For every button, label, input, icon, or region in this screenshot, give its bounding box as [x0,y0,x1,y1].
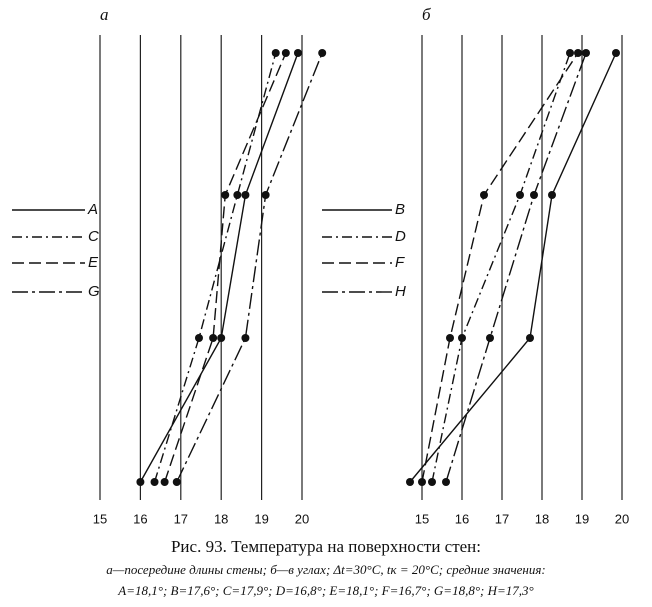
series-line [163,52,287,483]
caption-title: Рис. 93. Температура на поверхности стен… [171,537,481,556]
data-point [486,334,494,342]
data-point [233,191,242,199]
x-tick-label: 18 [535,511,549,526]
data-point [241,334,250,342]
data-point [526,334,534,342]
x-tick-label: 19 [575,511,589,526]
panel-title: а [100,5,109,24]
data-point [548,191,556,199]
x-tick-label: 19 [254,511,268,526]
data-point [574,49,582,57]
data-point [480,191,488,199]
data-point [406,478,414,486]
caption-line: A=18,1°; B=17,6°; C=17,9°; D=16,8°; E=18… [117,583,533,598]
x-tick-label: 17 [495,511,509,526]
series-line [431,52,571,483]
data-point [261,191,270,199]
x-tick-label: 18 [214,511,228,526]
data-point [194,334,203,342]
data-point [318,49,327,57]
data-point [418,478,426,486]
data-point [582,49,590,57]
series-line [421,52,579,483]
data-point [530,191,538,199]
x-tick-label: 15 [415,511,429,526]
series-line [153,52,277,483]
legend-label: G [88,283,100,300]
series-line [176,52,323,483]
legend-label: B [395,201,405,218]
x-tick-label: 16 [455,511,469,526]
x-tick-label: 15 [93,511,107,526]
data-point [160,478,169,486]
x-tick-label: 20 [615,511,629,526]
legend-label: C [88,228,99,245]
data-point [458,334,466,342]
legend-label: A [87,201,98,218]
data-point [293,49,302,57]
caption-line: а—посередине длины стены; б—в углах; Δt=… [106,562,545,577]
legend-label: H [395,283,406,300]
panel-title: б [422,5,431,24]
data-point [516,191,524,199]
legend-label: D [395,228,406,245]
legend-label: E [88,254,99,271]
series-line [409,52,617,483]
x-tick-label: 16 [133,511,147,526]
x-tick-label: 17 [174,511,188,526]
data-point [209,334,218,342]
data-point [217,334,226,342]
data-point [271,49,280,57]
data-point [136,478,145,486]
data-point [281,49,290,57]
series-line [139,52,299,483]
data-point [566,49,574,57]
data-point [442,478,450,486]
data-point [241,191,250,199]
data-point [150,478,159,486]
data-point [446,334,454,342]
data-point [221,191,230,199]
data-point [172,478,181,486]
x-tick-label: 20 [295,511,309,526]
data-point [612,49,620,57]
series-line [445,52,587,483]
data-point [428,478,436,486]
legend-label: F [395,254,405,271]
